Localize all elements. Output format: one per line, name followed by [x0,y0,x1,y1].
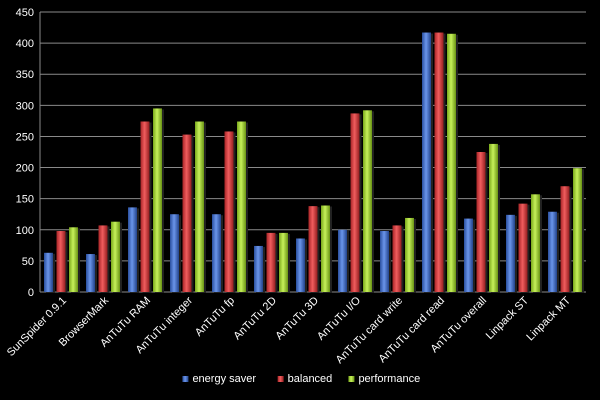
x-category-label: SunSpider 0.9.1 [5,295,69,359]
y-tick-label: 350 [16,69,34,81]
bar-balanced-0 [56,231,66,292]
bar-performance-7 [363,110,372,292]
legend-swatch-balanced [277,376,284,382]
bar-balanced-3 [182,134,192,292]
y-tick-label: 150 [16,194,34,206]
y-tick-label: 200 [16,163,34,175]
bar-performance-6 [321,205,330,292]
bar-energy-saver-2 [128,207,137,292]
y-tick-label: 300 [16,100,34,112]
bar-balanced-1 [98,225,108,292]
bar-balanced-7 [350,113,360,292]
bar-energy-saver-7 [338,229,347,292]
y-tick-label: 50 [22,256,34,268]
x-category-label: AnTuTu 2D [231,295,279,343]
x-category-label: AnTuTu 3D [273,295,321,343]
bar-performance-11 [531,194,540,292]
bar-performance-1 [111,221,120,292]
bar-energy-saver-8 [380,231,389,292]
y-tick-label: 400 [16,38,34,50]
bar-energy-saver-11 [506,214,515,292]
bar-performance-8 [405,217,414,292]
y-tick-label: 0 [28,287,34,299]
legend-swatch-energy-saver [182,376,189,382]
legend-label: balanced [288,373,333,385]
bar-balanced-6 [308,206,318,292]
legend-label: energy saver [192,373,256,385]
bar-balanced-2 [140,121,150,292]
legend: energy saver balanced performance [182,373,420,385]
bar-performance-12 [573,168,582,292]
bar-energy-saver-1 [86,254,95,292]
bar-energy-saver-12 [548,211,557,292]
bar-performance-5 [279,232,288,292]
bar-energy-saver-10 [464,218,473,292]
bar-balanced-10 [476,152,486,292]
legend-label: performance [358,373,420,385]
bar-energy-saver-6 [296,238,305,292]
bar-energy-saver-9 [422,32,431,293]
bar-energy-saver-5 [254,245,263,292]
y-tick-label: 100 [16,225,34,237]
bar-performance-2 [153,108,162,292]
bar-balanced-4 [224,131,234,292]
bar-balanced-12 [560,186,570,292]
bar-performance-0 [69,227,78,292]
x-category-label: Linpack MT [524,294,573,343]
bar-energy-saver-0 [44,252,53,292]
bars [44,32,584,294]
x-category-label: AnTuTu fp [193,295,237,339]
bar-energy-saver-4 [212,214,221,292]
y-tick-label: 450 [16,7,34,19]
bar-balanced-9 [434,32,444,293]
y-tick-label: 250 [16,131,34,143]
bar-balanced-8 [392,225,402,292]
y-tick-labels: 0 50 100 150 200 250 300 350 400 450 [16,7,34,299]
legend-swatch-performance [348,376,355,382]
bar-performance-9 [447,33,456,293]
bar-energy-saver-3 [170,214,179,292]
bar-performance-10 [489,143,498,292]
bar-performance-3 [195,121,204,292]
bar-balanced-5 [266,232,276,292]
bar-balanced-11 [518,203,528,292]
bar-performance-4 [237,121,246,292]
